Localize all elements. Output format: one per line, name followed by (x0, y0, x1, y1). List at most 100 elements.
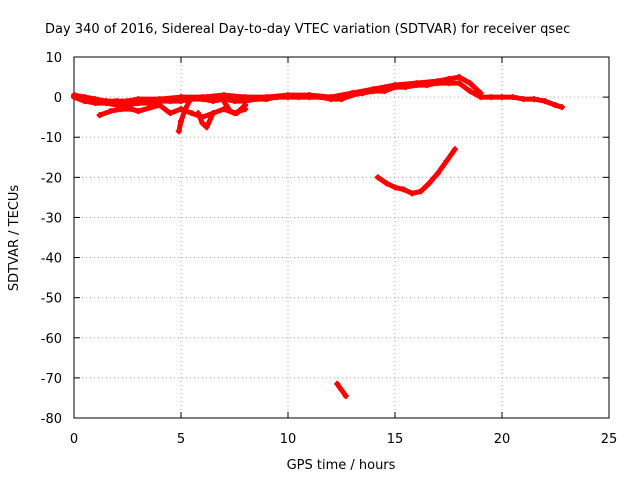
series-upper-band (71, 74, 484, 104)
y-tick-label: 0 (54, 91, 62, 106)
data-point (413, 80, 420, 87)
y-tick-label: -40 (41, 252, 62, 267)
data-point (195, 110, 202, 117)
data-point (392, 82, 398, 89)
data-point (175, 128, 182, 135)
data-point (499, 94, 505, 101)
plot-frame (73, 56, 610, 419)
data-point (182, 106, 189, 113)
data-point (167, 110, 174, 117)
data-point (242, 94, 249, 101)
y-tick-label: -10 (41, 131, 62, 146)
y-tick-label: -50 (41, 292, 62, 307)
data-point (409, 190, 416, 197)
grid (74, 57, 609, 418)
data-point (466, 80, 473, 87)
data-point (434, 170, 441, 177)
data-point (135, 96, 142, 103)
data-point (349, 90, 356, 97)
data-point (124, 98, 131, 105)
data-point (118, 106, 125, 113)
y-tick-label: -80 (41, 412, 62, 427)
data-point (434, 78, 441, 85)
data-point (558, 104, 565, 111)
series-dip-1 (176, 98, 193, 134)
data-point (135, 108, 142, 115)
data-point (451, 146, 458, 153)
data-point (334, 380, 341, 387)
data-point (541, 98, 548, 105)
data-point (445, 76, 452, 83)
data-point (426, 180, 433, 187)
data-point (128, 106, 135, 113)
x-tick-label: 0 (70, 432, 78, 447)
data-point (520, 96, 527, 103)
series-arc (375, 146, 458, 196)
y-axis-title: SDTVAR / TECUs (7, 185, 22, 292)
y-tick-label: -20 (41, 171, 62, 186)
x-tick-label: 10 (280, 432, 297, 447)
y-tick-label: -60 (41, 332, 62, 347)
data-point (92, 96, 99, 103)
data-point (96, 112, 103, 119)
data-point (178, 118, 184, 125)
data-point (227, 108, 234, 115)
data-point (210, 110, 217, 117)
chart-title: Day 340 of 2016, Sidereal Day-to-day VTE… (45, 22, 570, 37)
data-point (374, 174, 381, 181)
data-point (186, 98, 193, 105)
data-point (156, 96, 163, 103)
y-tick-label: -70 (41, 372, 62, 387)
data-point (199, 94, 206, 101)
data-point (383, 180, 390, 187)
data-point (210, 98, 217, 105)
data-point (81, 94, 88, 101)
data-point (488, 94, 495, 101)
data-point (392, 184, 398, 191)
y-tick-label: 10 (45, 51, 62, 66)
x-tick-label: 15 (387, 432, 404, 447)
x-axis-title: GPS time / hours (287, 458, 396, 473)
data-point (400, 186, 407, 193)
data-point (156, 102, 163, 109)
data-point (113, 98, 120, 105)
x-tick-label: 5 (177, 432, 185, 447)
data-point (509, 94, 516, 101)
data-point (531, 96, 538, 103)
data-point (285, 92, 291, 99)
data-point (199, 120, 206, 127)
data-point (220, 92, 227, 99)
data-point (552, 102, 559, 109)
data-point (417, 188, 424, 195)
axis-ticks: 10 0 -10 -20 -30 -40 -50 -60 -70 -80 0 5 10 15 20 25 (41, 51, 618, 447)
data-point (327, 94, 334, 101)
data-point (263, 94, 270, 101)
data-point (103, 98, 110, 105)
data-point (71, 92, 77, 99)
data-point (456, 80, 463, 87)
data-point (456, 74, 463, 81)
data-point (233, 110, 240, 117)
data-series (71, 74, 565, 399)
data-point (188, 110, 195, 117)
data-point (443, 158, 450, 165)
data-point (242, 102, 249, 109)
data-point (338, 386, 345, 393)
x-tick-label: 25 (601, 432, 618, 447)
data-point (107, 108, 114, 115)
data-point (306, 92, 313, 99)
data-point (178, 94, 184, 101)
data-point (220, 106, 227, 113)
data-point (220, 98, 227, 105)
data-point (342, 392, 349, 399)
y-tick-label: -30 (41, 211, 62, 226)
series-dip-3 (221, 98, 248, 116)
data-point (231, 98, 238, 105)
data-point (370, 86, 377, 93)
data-point (466, 88, 473, 95)
x-tick-label: 20 (494, 432, 511, 447)
data-point (203, 124, 210, 131)
series-dip-2 (195, 110, 216, 130)
data-point (477, 90, 484, 97)
